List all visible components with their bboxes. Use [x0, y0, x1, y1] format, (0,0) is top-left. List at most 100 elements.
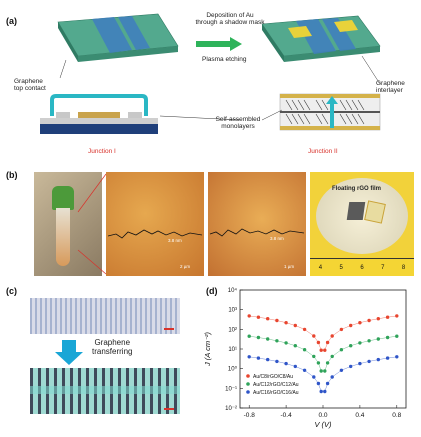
step-deposition-label: Deposition of Au through a shadow mask: [195, 12, 265, 26]
data-point: [319, 369, 323, 373]
data-point: [367, 359, 371, 364]
panel-c-label: (c): [6, 286, 17, 296]
ruler-7: 7: [381, 265, 385, 271]
x-tick-label: 0.0: [318, 412, 327, 419]
electrode-array-before: [30, 298, 180, 334]
junction-2-cross-section: [279, 93, 381, 131]
afm-scale-2: 1 µm: [284, 264, 295, 269]
y-tick-label: 10²: [228, 327, 237, 333]
x-tick-label: 0.8: [392, 412, 401, 419]
data-point: [284, 361, 288, 366]
panel-d-label: (d): [206, 286, 218, 296]
afm-image-2: 3.8 nm 1 µm: [208, 172, 306, 276]
legend-marker: [246, 382, 250, 386]
data-point: [358, 341, 362, 345]
data-point: [367, 318, 371, 323]
data-point: [339, 368, 344, 372]
panel-b-label: (b): [6, 170, 18, 180]
data-point: [266, 357, 270, 362]
data-point: [302, 348, 307, 352]
data-point: [323, 348, 327, 352]
data-point: [319, 389, 323, 394]
y-tick-label: 10⁴: [228, 287, 238, 294]
legend-marker: [246, 374, 250, 378]
data-point: [339, 348, 344, 352]
data-point: [325, 340, 330, 345]
data-point: [256, 315, 261, 319]
device-left: [57, 13, 179, 62]
data-point: [319, 348, 323, 352]
junction-1-cross-section: [40, 94, 158, 134]
y-tick-label: 10¹: [228, 347, 237, 353]
data-point: [284, 341, 288, 345]
data-point: [330, 354, 334, 359]
data-point: [275, 339, 279, 343]
ruler-4: 4: [318, 265, 323, 271]
ruler: 4 5 6 7 8: [310, 258, 414, 276]
data-point: [395, 314, 399, 318]
ruler-8: 8: [401, 265, 406, 271]
legend-entry: Au/C12/rGO/C12/Au: [253, 382, 299, 388]
data-point: [349, 364, 353, 369]
sam-label: Self-assembled monolayers: [215, 116, 261, 130]
y-axis-label: J (A cm⁻²): [203, 331, 212, 367]
data-point: [395, 355, 399, 359]
data-point: [323, 369, 327, 373]
data-point: [302, 368, 307, 372]
legend-entry: Au/C8/rGO/C8/Au: [253, 374, 293, 380]
data-point: [385, 315, 390, 319]
panel-a-label: (a): [6, 16, 17, 26]
data-point: [316, 340, 321, 345]
legend-marker: [246, 390, 250, 394]
x-axis-label: V (V): [314, 420, 332, 429]
panel-a-diagram: [40, 13, 381, 134]
data-point: [316, 361, 321, 365]
data-point: [293, 323, 297, 328]
data-point: [256, 356, 261, 360]
y-tick-label: 10⁻²: [225, 406, 237, 412]
vial-photo: [34, 172, 102, 276]
y-tick-label: 10⁰: [228, 366, 238, 373]
data-point: [266, 317, 270, 321]
floating-film-label: Floating rGO film: [332, 186, 381, 192]
series-line-1: [249, 315, 397, 351]
x-tick-label: -0.8: [244, 412, 256, 419]
junction-2-label: Junction II: [308, 148, 338, 155]
afm-height-2: 3.8 nm: [270, 236, 284, 241]
electrode-array-after: [30, 368, 180, 414]
data-point: [349, 323, 353, 328]
y-tick-label: 10⁻¹: [225, 386, 237, 392]
data-point: [330, 334, 334, 338]
data-point: [325, 381, 330, 386]
zoom-lines: [77, 173, 107, 275]
data-point: [339, 327, 344, 332]
data-point: [312, 334, 316, 338]
data-point: [312, 375, 316, 379]
data-point: [385, 356, 390, 360]
device-right: [261, 15, 381, 62]
data-point: [275, 318, 279, 323]
transfer-label: Graphene transferring: [92, 338, 133, 356]
graphene-interlayer-label: Graphene interlayer: [376, 80, 405, 94]
y-tick-label: 10³: [228, 308, 237, 314]
data-point: [266, 337, 270, 341]
transfer-arrow: [55, 340, 83, 365]
data-point: [247, 334, 251, 338]
data-point: [275, 359, 279, 364]
jv-chart: -0.8 -0.4 0.0 0.4 0.8 10⁻² 10⁻¹ 10⁰ 10¹ 10² 10³ 10⁴…: [203, 287, 407, 429]
data-point: [376, 337, 380, 341]
junction-1-label: Junction I: [88, 148, 116, 155]
data-point: [316, 381, 321, 386]
floating-film-photo: Floating rGO film 4 5 6 7 8: [310, 172, 414, 276]
data-point: [395, 334, 399, 338]
step-plasma-label: Plasma etching: [202, 56, 247, 63]
data-point: [376, 357, 380, 362]
ruler-6: 6: [360, 265, 364, 271]
data-point: [293, 344, 297, 348]
data-point: [330, 375, 334, 379]
x-tick-label: 0.4: [355, 412, 364, 419]
data-point: [358, 321, 362, 325]
data-point: [349, 344, 353, 348]
data-point: [293, 364, 297, 369]
data-point: [284, 321, 288, 325]
